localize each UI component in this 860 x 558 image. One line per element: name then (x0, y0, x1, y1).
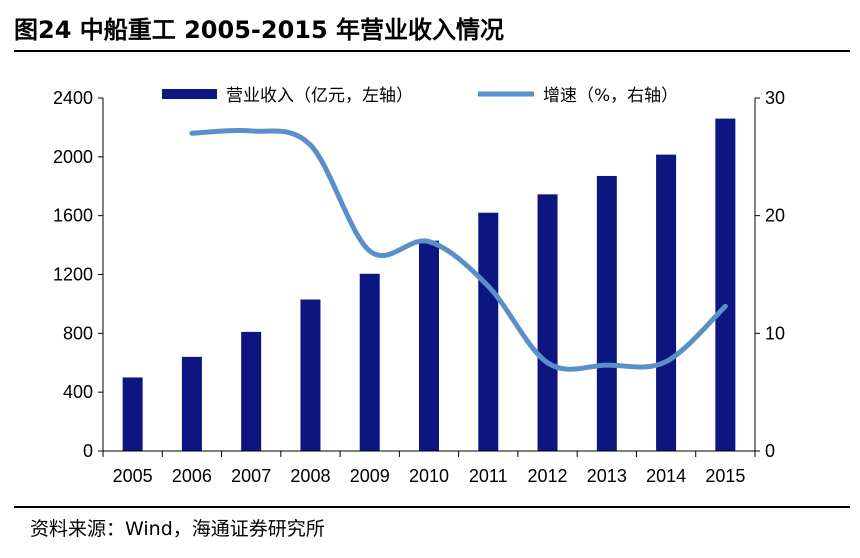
bar-2007 (241, 331, 262, 451)
x-tick-label: 2007 (231, 466, 271, 486)
x-tick-label: 2011 (469, 466, 508, 486)
bar-2014 (656, 154, 677, 452)
x-tick-label: 2009 (350, 466, 390, 486)
bar-2010 (419, 240, 439, 451)
x-tick-label: 2008 (290, 466, 330, 486)
legend-revenue-swatch (162, 89, 217, 99)
x-tick-label: 2013 (587, 466, 627, 486)
legend: 营业收入（亿元，左轴） 增速（%，右轴） (162, 86, 678, 106)
x-tick-label: 2015 (705, 466, 745, 486)
right-tick-label: 10 (765, 323, 785, 343)
right-tick-label: 30 (765, 88, 785, 108)
left-tick-label: 0 (83, 441, 93, 461)
right-tick-label: 20 (765, 206, 785, 226)
left-tick-label: 2000 (53, 147, 93, 167)
chart-axes: 0 400 800 1200 1600 2000 2400 0 10 20 30 2005 2006 20… (53, 88, 785, 486)
figure-title: 图24 中船重工 2005-2015 年营业收入情况 (14, 16, 505, 44)
growth-rate-line (189, 127, 728, 372)
bar-2015 (715, 118, 736, 451)
x-tick-label: 2006 (172, 466, 212, 486)
bar-2009 (359, 273, 380, 451)
left-tick-label: 800 (63, 323, 93, 343)
source-note: 资料来源：Wind，海通证券研究所 (30, 518, 325, 540)
left-tick-label: 2400 (53, 88, 93, 108)
bar-series (122, 118, 736, 452)
left-tick-label: 1200 (53, 265, 93, 285)
bar-2005 (122, 377, 143, 451)
x-tick-label: 2010 (409, 466, 449, 486)
x-tick-label: 2014 (646, 466, 686, 486)
bar-2011 (478, 212, 499, 451)
bar-2012 (537, 194, 558, 451)
x-tick-label: 2012 (528, 466, 568, 486)
bar-2006 (181, 356, 202, 451)
x-tick-label: 2005 (113, 466, 153, 486)
title-divider (14, 50, 850, 52)
right-tick-label: 0 (765, 441, 775, 461)
bar-2008 (300, 299, 321, 451)
legend-growth-label: 增速（%，右轴） (543, 86, 678, 106)
left-tick-label: 400 (63, 382, 93, 402)
legend-revenue-label: 营业收入（亿元，左轴） (226, 86, 413, 106)
left-tick-label: 1600 (53, 206, 93, 226)
bar-2013 (596, 175, 617, 451)
source-divider (14, 506, 850, 508)
